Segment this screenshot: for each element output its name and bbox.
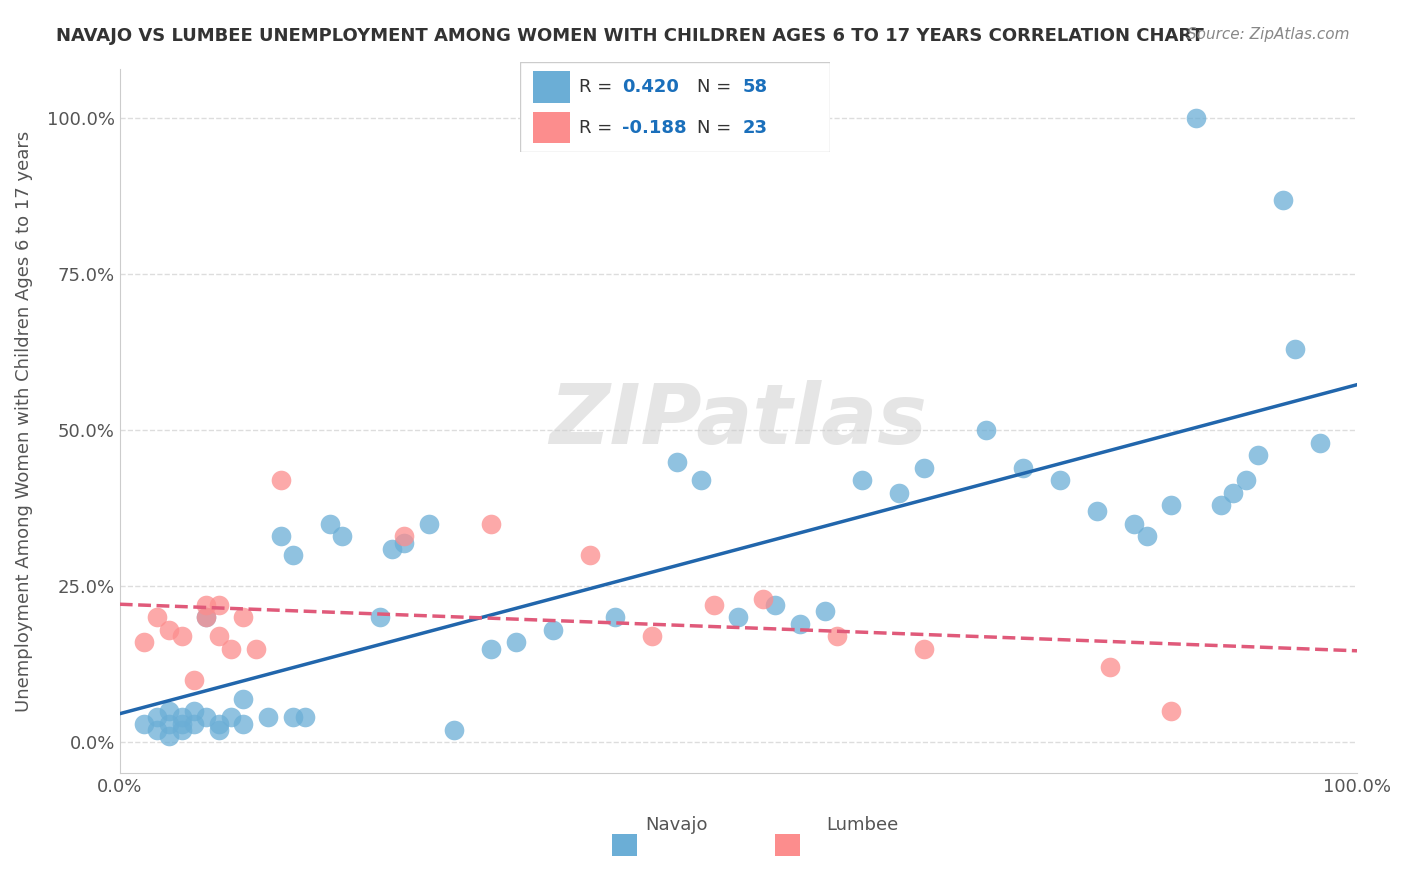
Point	[1136, 529, 1159, 543]
Point	[208, 629, 231, 643]
Point	[208, 723, 231, 737]
Point	[394, 535, 416, 549]
Text: 23: 23	[742, 119, 768, 136]
Point	[332, 529, 354, 543]
Text: R =: R =	[579, 78, 619, 96]
Point	[170, 723, 193, 737]
Point	[195, 598, 218, 612]
Point	[665, 454, 688, 468]
Point	[319, 516, 342, 531]
Point	[195, 710, 218, 724]
Point	[183, 673, 205, 687]
Text: -0.188: -0.188	[623, 119, 688, 136]
Point	[157, 729, 180, 743]
Point	[1085, 504, 1108, 518]
Y-axis label: Unemployment Among Women with Children Ages 6 to 17 years: Unemployment Among Women with Children A…	[15, 130, 32, 712]
Point	[381, 541, 404, 556]
Point	[146, 610, 169, 624]
Point	[146, 723, 169, 737]
Point	[232, 610, 254, 624]
Point	[394, 529, 416, 543]
Point	[703, 598, 725, 612]
Point	[479, 641, 502, 656]
Point	[232, 716, 254, 731]
Point	[1234, 473, 1257, 487]
Point	[257, 710, 280, 724]
Point	[541, 623, 564, 637]
Point	[814, 604, 837, 618]
Point	[418, 516, 440, 531]
Point	[1222, 485, 1244, 500]
Point	[270, 529, 292, 543]
Point	[1123, 516, 1146, 531]
Text: N =: N =	[696, 78, 737, 96]
Point	[157, 704, 180, 718]
Point	[183, 704, 205, 718]
Point	[789, 616, 811, 631]
Bar	[533, 71, 569, 103]
Point	[208, 716, 231, 731]
Point	[603, 610, 626, 624]
Point	[1185, 112, 1208, 126]
Point	[170, 710, 193, 724]
Text: 58: 58	[742, 78, 768, 96]
Point	[219, 710, 242, 724]
Text: R =: R =	[579, 119, 619, 136]
Text: Source: ZipAtlas.com: Source: ZipAtlas.com	[1187, 27, 1350, 42]
Point	[157, 716, 180, 731]
Point	[479, 516, 502, 531]
Point	[1284, 343, 1306, 357]
Point	[851, 473, 873, 487]
Point	[170, 716, 193, 731]
Point	[579, 548, 602, 562]
Point	[1160, 498, 1182, 512]
Point	[1209, 498, 1232, 512]
Point	[912, 460, 935, 475]
Text: Navajo: Navajo	[645, 816, 707, 834]
Point	[208, 598, 231, 612]
Point	[232, 691, 254, 706]
Point	[195, 610, 218, 624]
Text: Lumbee: Lumbee	[825, 816, 898, 834]
Point	[1049, 473, 1071, 487]
Point	[1247, 448, 1270, 462]
Point	[505, 635, 527, 649]
Point	[294, 710, 316, 724]
Point	[1098, 660, 1121, 674]
Point	[752, 591, 775, 606]
Point	[134, 716, 156, 731]
Text: N =: N =	[696, 119, 737, 136]
Text: NAVAJO VS LUMBEE UNEMPLOYMENT AMONG WOMEN WITH CHILDREN AGES 6 TO 17 YEARS CORRE: NAVAJO VS LUMBEE UNEMPLOYMENT AMONG WOME…	[56, 27, 1204, 45]
Point	[134, 635, 156, 649]
Point	[157, 623, 180, 637]
Point	[690, 473, 713, 487]
FancyBboxPatch shape	[520, 62, 830, 152]
Point	[1271, 193, 1294, 207]
Point	[219, 641, 242, 656]
Point	[912, 641, 935, 656]
Point	[727, 610, 749, 624]
Point	[765, 598, 787, 612]
Point	[443, 723, 465, 737]
Point	[281, 710, 304, 724]
Point	[270, 473, 292, 487]
Point	[1160, 704, 1182, 718]
Bar	[533, 112, 569, 143]
Point	[889, 485, 911, 500]
Text: 0.420: 0.420	[623, 78, 679, 96]
Text: ZIPatlas: ZIPatlas	[550, 381, 928, 461]
Point	[974, 423, 997, 437]
Point	[183, 716, 205, 731]
Point	[170, 629, 193, 643]
Point	[281, 548, 304, 562]
Point	[245, 641, 267, 656]
Point	[195, 610, 218, 624]
Point	[641, 629, 664, 643]
Point	[827, 629, 849, 643]
Point	[1012, 460, 1035, 475]
Point	[368, 610, 391, 624]
Point	[1309, 435, 1331, 450]
Point	[146, 710, 169, 724]
